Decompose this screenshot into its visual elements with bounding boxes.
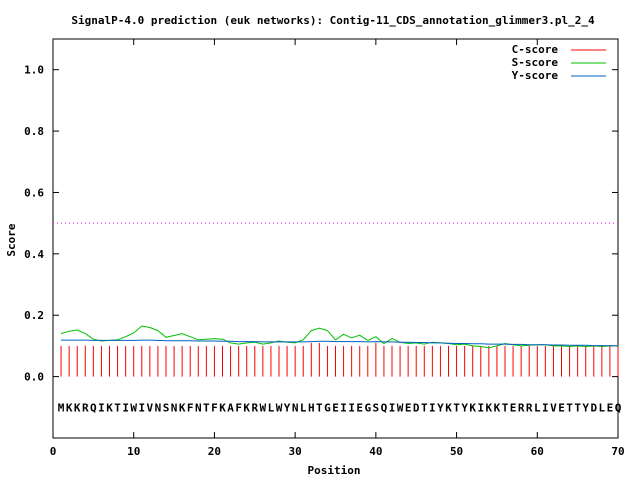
x-axis-ticks: 0 10 20 30 40 50 60 70 [50, 39, 625, 458]
x-tick-label: 20 [208, 445, 221, 458]
legend-label-c-score: C-score [512, 43, 559, 56]
sequence-residue: R [518, 401, 525, 414]
sequence-residue: L [268, 401, 275, 414]
x-tick-label: 70 [611, 445, 624, 458]
sequence-residue: V [147, 401, 154, 414]
sequence-residue: V [550, 401, 557, 414]
sequence-residue: T [574, 401, 581, 414]
sequence-residue: M [58, 401, 65, 414]
c-score-impulses [60, 342, 619, 377]
sequence-residue: K [74, 401, 81, 414]
sequence-residue: G [364, 401, 371, 414]
sequence-residue: G [324, 401, 331, 414]
sequence-residue: K [469, 401, 476, 414]
sequence-residue: R [251, 401, 258, 414]
sequence-residue: K [219, 401, 226, 414]
plot-frame [52, 38, 619, 439]
sequence-residue: W [130, 401, 137, 414]
sequence-residue: T [566, 401, 573, 414]
sequence-residue: Q [381, 401, 388, 414]
sequence-residue: I [477, 401, 484, 414]
sequence-residue: S [373, 401, 380, 414]
sequence-residue: N [171, 401, 178, 414]
x-tick-label: 30 [289, 445, 302, 458]
legend-label-s-score: S-score [512, 56, 559, 69]
sequence-residue: S [163, 401, 170, 414]
sequence-residue: I [429, 401, 436, 414]
sequence-residue: K [179, 401, 186, 414]
sequence-residue: Y [461, 401, 468, 414]
sequence-residue: D [590, 401, 597, 414]
sequence-residue: H [308, 401, 315, 414]
sequence-residue: F [187, 401, 194, 414]
sequence-residue: I [98, 401, 105, 414]
sequence-residue: Y [437, 401, 444, 414]
y-tick-label: 0.8 [24, 125, 44, 138]
sequence-residue: Y [582, 401, 589, 414]
sequence-residue: E [332, 401, 339, 414]
sequence-residue: T [453, 401, 460, 414]
sequence-residue: N [195, 401, 202, 414]
sequence-residue: I [340, 401, 347, 414]
sequence-residue: K [66, 401, 73, 414]
sequence-residue: D [413, 401, 420, 414]
sequence-residue: K [494, 401, 501, 414]
sequence-residue: N [155, 401, 162, 414]
chart-title: SignalP-4.0 prediction (euk networks): C… [71, 14, 595, 27]
sequence-residue: A [227, 401, 234, 414]
sequence-residue: E [405, 401, 412, 414]
legend-label-y-score: Y-score [512, 69, 559, 82]
y-tick-label: 1.0 [24, 64, 44, 77]
sequence-residue: E [510, 401, 517, 414]
s-score-line [60, 325, 618, 349]
sequence-residue: I [542, 401, 549, 414]
y-axis-label: Score [5, 223, 18, 256]
sequence-residue: L [599, 401, 606, 414]
sequence-residue: T [114, 401, 121, 414]
x-tick-label: 10 [127, 445, 140, 458]
sequence-residue: Q [615, 401, 622, 414]
sequence-residue: K [243, 401, 250, 414]
sequence-residue: K [486, 401, 493, 414]
sequence-residue: I [138, 401, 145, 414]
sequence-residue: Q [90, 401, 97, 414]
sequence-residue: N [292, 401, 299, 414]
sequence-residue: R [526, 401, 533, 414]
x-tick-label: 0 [50, 445, 57, 458]
sequence-residue: T [316, 401, 323, 414]
y-tick-label: 0.0 [24, 371, 44, 384]
sequence-residue: E [356, 401, 363, 414]
sequence-residue: I [389, 401, 396, 414]
sequence-residue: W [276, 401, 283, 414]
y-tick-label: 0.4 [24, 248, 44, 261]
x-tick-label: 50 [450, 445, 463, 458]
sequence-residue: Y [284, 401, 291, 414]
sequence-residue: T [203, 401, 210, 414]
sequence-residue: W [397, 401, 404, 414]
x-axis-label: Position [308, 464, 361, 477]
sequence-residue: I [122, 401, 129, 414]
sequence-residue: F [235, 401, 242, 414]
sequence-residue: T [421, 401, 428, 414]
x-tick-label: 40 [369, 445, 382, 458]
x-tick-label: 60 [531, 445, 544, 458]
sequence-residue: K [445, 401, 452, 414]
sequence-residue: L [300, 401, 307, 414]
legend: C-score S-score Y-score [512, 43, 606, 82]
sequence-residue: R [82, 401, 89, 414]
sequence-residue: F [211, 401, 218, 414]
sequence-residue: L [534, 401, 541, 414]
sequence-residue: E [607, 401, 614, 414]
sequence-residue: W [260, 401, 267, 414]
y-tick-label: 0.2 [24, 309, 44, 322]
y-axis-ticks: 0.0 0.2 0.4 0.6 0.8 1.0 [24, 64, 618, 384]
sequence-residue: T [502, 401, 509, 414]
sequence-residue: K [106, 401, 113, 414]
y-tick-label: 0.6 [24, 186, 44, 199]
sequence-residue: I [348, 401, 355, 414]
y-score-line [61, 339, 619, 347]
sequence-residue: E [558, 401, 565, 414]
